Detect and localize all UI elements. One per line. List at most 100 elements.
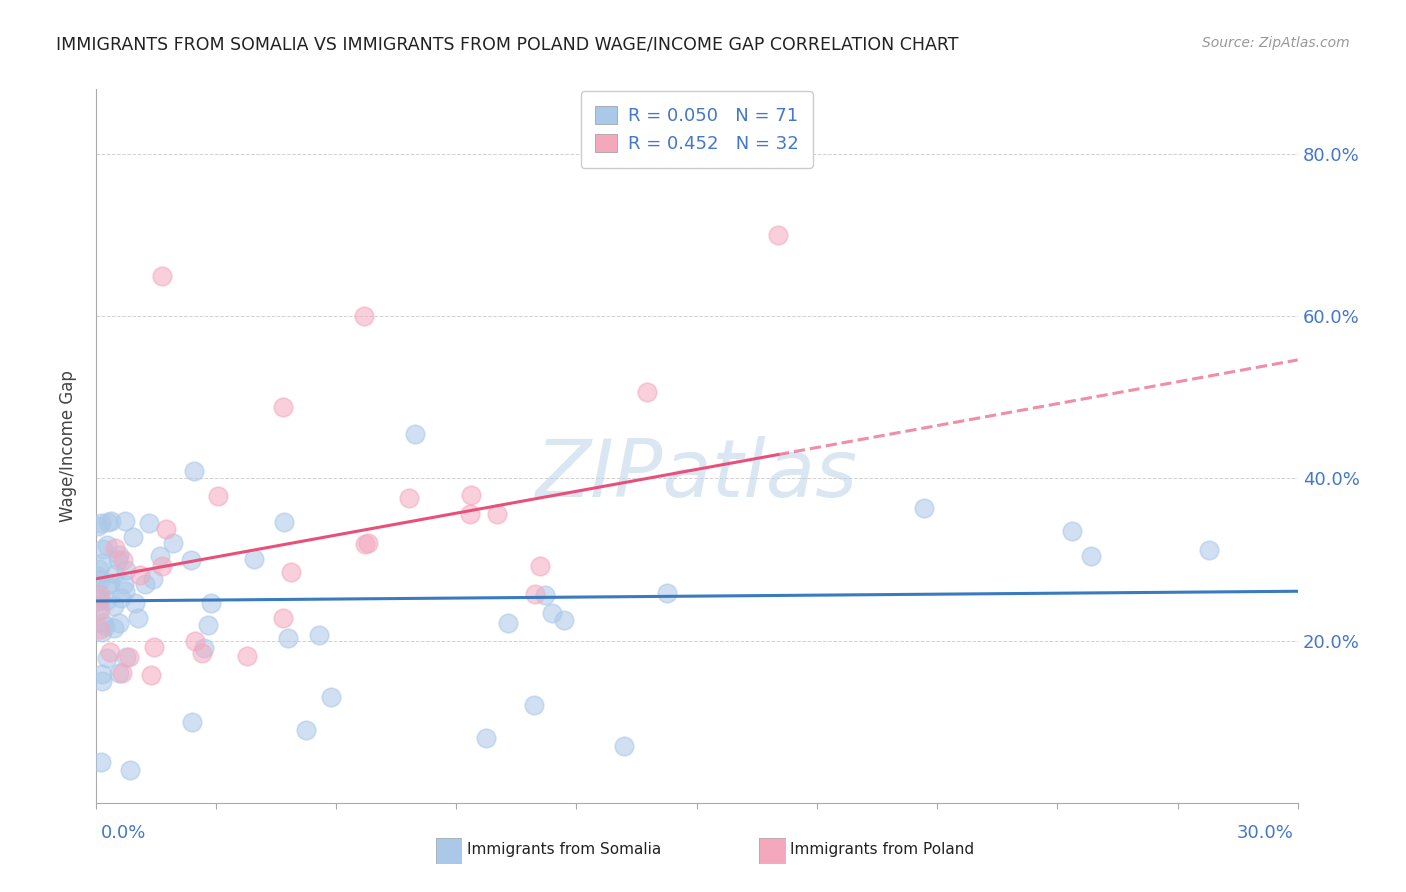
Point [150, 268, 173, 283]
Point [553, 613, 575, 627]
Point [98, 576, 121, 591]
Point [91, 542, 114, 557]
Point [193, 641, 215, 656]
Point [107, 616, 129, 631]
Point [271, 611, 294, 625]
Point [207, 489, 229, 503]
Point [197, 617, 219, 632]
Point [404, 426, 426, 441]
Point [155, 522, 177, 536]
Point [271, 400, 294, 414]
Point [496, 615, 519, 630]
Point [142, 572, 165, 586]
Point [524, 587, 547, 601]
Point [115, 649, 138, 664]
Text: 0.0%: 0.0% [101, 824, 146, 842]
Point [86, 602, 108, 616]
Point [108, 548, 131, 562]
Point [91, 616, 114, 631]
Point [89, 592, 111, 607]
Point [90, 624, 112, 639]
Point [111, 665, 134, 680]
Point [475, 731, 498, 745]
Point [523, 698, 546, 713]
Text: 30.0%: 30.0% [1237, 824, 1294, 842]
Point [86, 569, 108, 583]
Point [87, 591, 110, 606]
Text: IMMIGRANTS FROM SOMALIA VS IMMIGRANTS FROM POLAND WAGE/INCOME GAP CORRELATION CH: IMMIGRANTS FROM SOMALIA VS IMMIGRANTS FR… [56, 36, 959, 54]
Point [398, 491, 420, 505]
Point [114, 514, 136, 528]
Point [162, 535, 184, 549]
Point [280, 565, 302, 579]
Point [541, 607, 564, 621]
Point [613, 739, 636, 753]
Point [183, 464, 205, 478]
Point [321, 690, 343, 705]
Point [1080, 549, 1102, 564]
Point [91, 667, 114, 681]
Point [200, 596, 222, 610]
Point [96, 651, 118, 665]
Point [96, 593, 118, 607]
Point [107, 553, 129, 567]
Point [91, 556, 114, 570]
Point [1060, 524, 1083, 538]
Point [110, 591, 132, 605]
Point [100, 514, 122, 528]
Point [112, 576, 135, 591]
Point [114, 584, 136, 599]
Point [89, 574, 111, 588]
Point [534, 588, 557, 602]
Point [86, 519, 108, 533]
Point [97, 515, 120, 529]
Point [96, 538, 118, 552]
Point [89, 589, 111, 603]
Point [104, 567, 127, 582]
Text: Immigrants from Poland: Immigrants from Poland [790, 842, 974, 856]
Point [124, 596, 146, 610]
Point [121, 530, 143, 544]
Point [485, 507, 508, 521]
Point [636, 384, 658, 399]
Point [120, 764, 142, 778]
Point [273, 515, 295, 529]
Text: Immigrants from Somalia: Immigrants from Somalia [467, 842, 661, 856]
Point [180, 553, 202, 567]
Point [529, 558, 551, 573]
Point [134, 577, 156, 591]
Point [190, 646, 212, 660]
Point [357, 535, 380, 549]
Point [96, 577, 118, 591]
Point [458, 507, 481, 521]
Point [127, 611, 149, 625]
Point [87, 562, 110, 576]
Point [655, 586, 678, 600]
Point [235, 648, 257, 663]
Point [91, 674, 114, 689]
Point [139, 668, 162, 682]
Point [114, 563, 136, 577]
Point [118, 649, 141, 664]
Point [143, 640, 166, 655]
Point [150, 558, 173, 573]
Point [103, 621, 125, 635]
Point [766, 228, 789, 243]
Point [308, 628, 330, 642]
Point [104, 541, 127, 556]
Point [181, 714, 204, 729]
Point [111, 553, 134, 567]
Point [98, 645, 121, 659]
Point [460, 488, 482, 502]
Point [138, 516, 160, 530]
Point [277, 632, 299, 646]
Point [103, 599, 125, 613]
Point [912, 500, 935, 515]
Legend: R = 0.050   N = 71, R = 0.452   N = 32: R = 0.050 N = 71, R = 0.452 N = 32 [581, 91, 813, 168]
Point [89, 603, 111, 617]
Point [94, 619, 117, 633]
Point [149, 549, 172, 564]
Point [353, 310, 375, 324]
Point [90, 756, 112, 770]
Point [86, 594, 108, 608]
